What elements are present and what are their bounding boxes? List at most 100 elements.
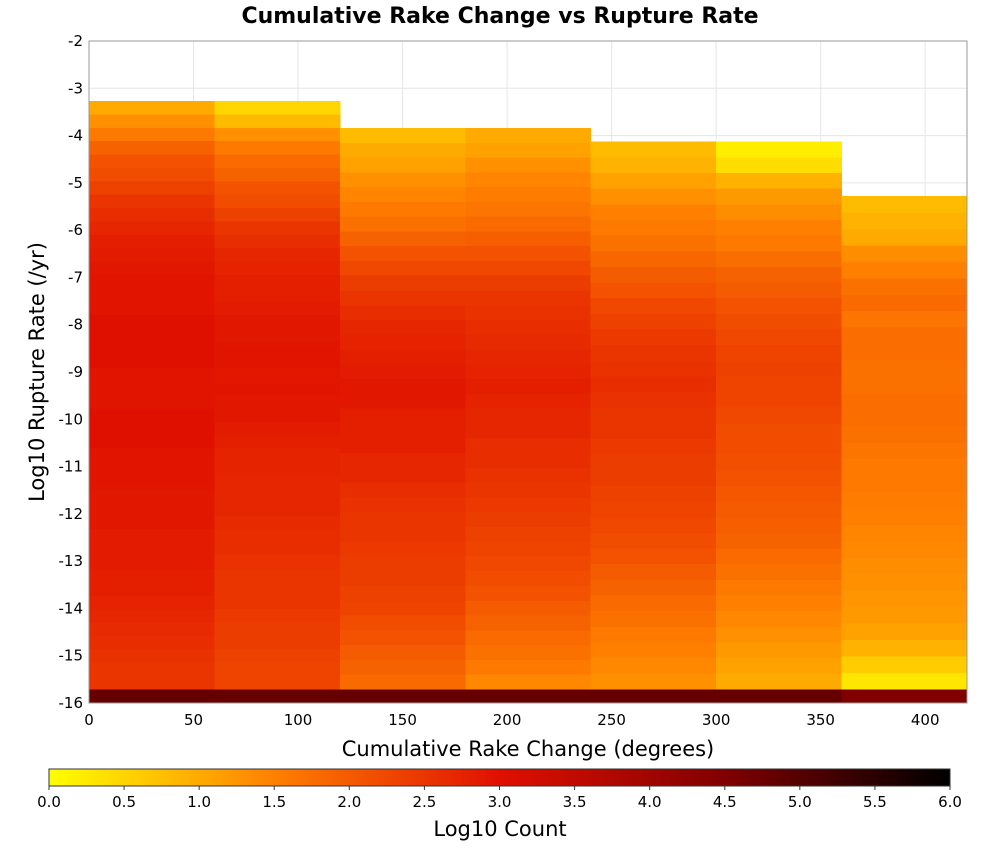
heatmap-cell <box>214 475 341 490</box>
heatmap-cell <box>841 541 968 559</box>
heatmap-cell <box>214 261 341 276</box>
heatmap-cell <box>716 595 843 612</box>
heatmap-cell <box>339 364 466 380</box>
heatmap-cell <box>716 141 843 158</box>
heatmap-cell <box>339 305 466 321</box>
heatmap-cells <box>89 101 968 703</box>
colorbar-label: Log10 Count <box>433 817 566 841</box>
heatmap-cell <box>716 454 843 471</box>
heatmap-cell <box>716 532 843 550</box>
heatmap-cell <box>339 260 466 277</box>
heatmap-cell <box>214 421 341 436</box>
heatmap-cell <box>590 564 717 581</box>
heatmap-cell <box>841 492 968 510</box>
heatmap-cell <box>590 141 717 158</box>
heatmap-cell <box>339 275 466 292</box>
x-tick-label: 400 <box>911 711 940 729</box>
heatmap-cell <box>339 645 466 661</box>
heatmap-cell <box>716 157 843 174</box>
heatmap-cell <box>89 515 215 530</box>
heatmap-cell <box>89 528 215 543</box>
heatmap-cell <box>716 564 843 581</box>
heatmap-cell <box>590 642 717 659</box>
heatmap-cell <box>339 142 466 159</box>
heatmap-cell <box>214 368 341 383</box>
heatmap-cell <box>590 392 717 409</box>
heatmap-cell <box>465 556 592 572</box>
heatmap-cell <box>214 395 341 410</box>
colorbar-tick-label: 0.0 <box>37 793 61 811</box>
heatmap-cell <box>590 360 717 377</box>
heatmap-cell <box>339 512 466 528</box>
heatmap-cell <box>465 246 592 262</box>
heatmap-cell <box>89 101 215 115</box>
colorbar-tick-label: 6.0 <box>938 793 962 811</box>
heatmap-cell <box>89 368 215 383</box>
heatmap-cell <box>841 311 968 329</box>
heatmap-cell <box>590 532 717 550</box>
heatmap-cell <box>590 251 717 268</box>
heatmap-cell <box>841 574 968 592</box>
heatmap-cell <box>339 453 466 469</box>
heatmap-cell <box>465 275 592 292</box>
heatmap-cell <box>339 497 466 513</box>
heatmap-cell <box>465 689 592 703</box>
heatmap-cell <box>716 548 843 565</box>
heatmap-cell <box>339 290 466 306</box>
y-tick-label: -2 <box>68 32 83 50</box>
heatmap-cell <box>465 541 592 557</box>
heatmap-cell <box>716 673 843 690</box>
heatmap-cell <box>214 181 341 196</box>
heatmap-cell <box>214 609 341 624</box>
heatmap-cell <box>841 689 968 703</box>
heatmap-cell <box>590 345 717 362</box>
heatmap-cell <box>465 423 592 439</box>
y-tick-label: -13 <box>59 552 84 570</box>
heatmap-cell <box>841 508 968 526</box>
colorbar-tick-label: 0.5 <box>112 793 136 811</box>
heatmap-cell <box>841 360 968 378</box>
colorbar-tick-label: 4.0 <box>638 793 662 811</box>
heatmap-cell <box>89 381 215 396</box>
heatmap-cell <box>214 448 341 463</box>
heatmap-cell <box>214 127 341 142</box>
heatmap-cell <box>590 219 717 237</box>
heatmap-cell <box>716 392 843 409</box>
heatmap-cell <box>590 376 717 393</box>
heatmap-cell <box>590 204 717 221</box>
heatmap-cell <box>465 600 592 617</box>
heatmap-cell <box>590 407 717 424</box>
heatmap-cell <box>214 569 341 583</box>
heatmap-cell <box>339 349 466 365</box>
colorbar-tick-label: 2.5 <box>412 793 436 811</box>
heatmap-cell <box>89 676 215 690</box>
heatmap-cell <box>214 381 341 396</box>
heatmap-cell <box>465 482 592 498</box>
colorbar-tick-label: 1.5 <box>262 793 286 811</box>
heatmap-cell <box>214 635 341 650</box>
heatmap-cell <box>841 196 968 214</box>
heatmap-cell <box>339 541 466 557</box>
heatmap-cell <box>339 216 466 232</box>
heatmap-cell <box>716 219 843 237</box>
x-tick-label: 300 <box>702 711 731 729</box>
heatmap-cell <box>590 485 717 503</box>
heatmap-cell <box>214 234 341 249</box>
heatmap-cell <box>841 442 968 460</box>
heatmap-cell <box>339 334 466 351</box>
heatmap-cell <box>89 167 215 182</box>
heatmap-cell <box>716 423 843 440</box>
heatmap-cell <box>590 266 717 284</box>
heatmap-cell <box>339 157 466 173</box>
heatmap-cell <box>89 649 215 664</box>
heatmap-cell <box>214 488 341 503</box>
heatmap-cell <box>590 595 717 612</box>
heatmap-cell <box>214 676 341 690</box>
x-tick-label: 350 <box>806 711 835 729</box>
heatmap-cell <box>841 475 968 493</box>
heatmap-cell <box>89 127 215 142</box>
heatmap-cell <box>716 313 843 330</box>
heatmap-cell <box>89 208 215 222</box>
heatmap-cell <box>716 658 843 675</box>
heatmap-cell <box>716 188 843 205</box>
